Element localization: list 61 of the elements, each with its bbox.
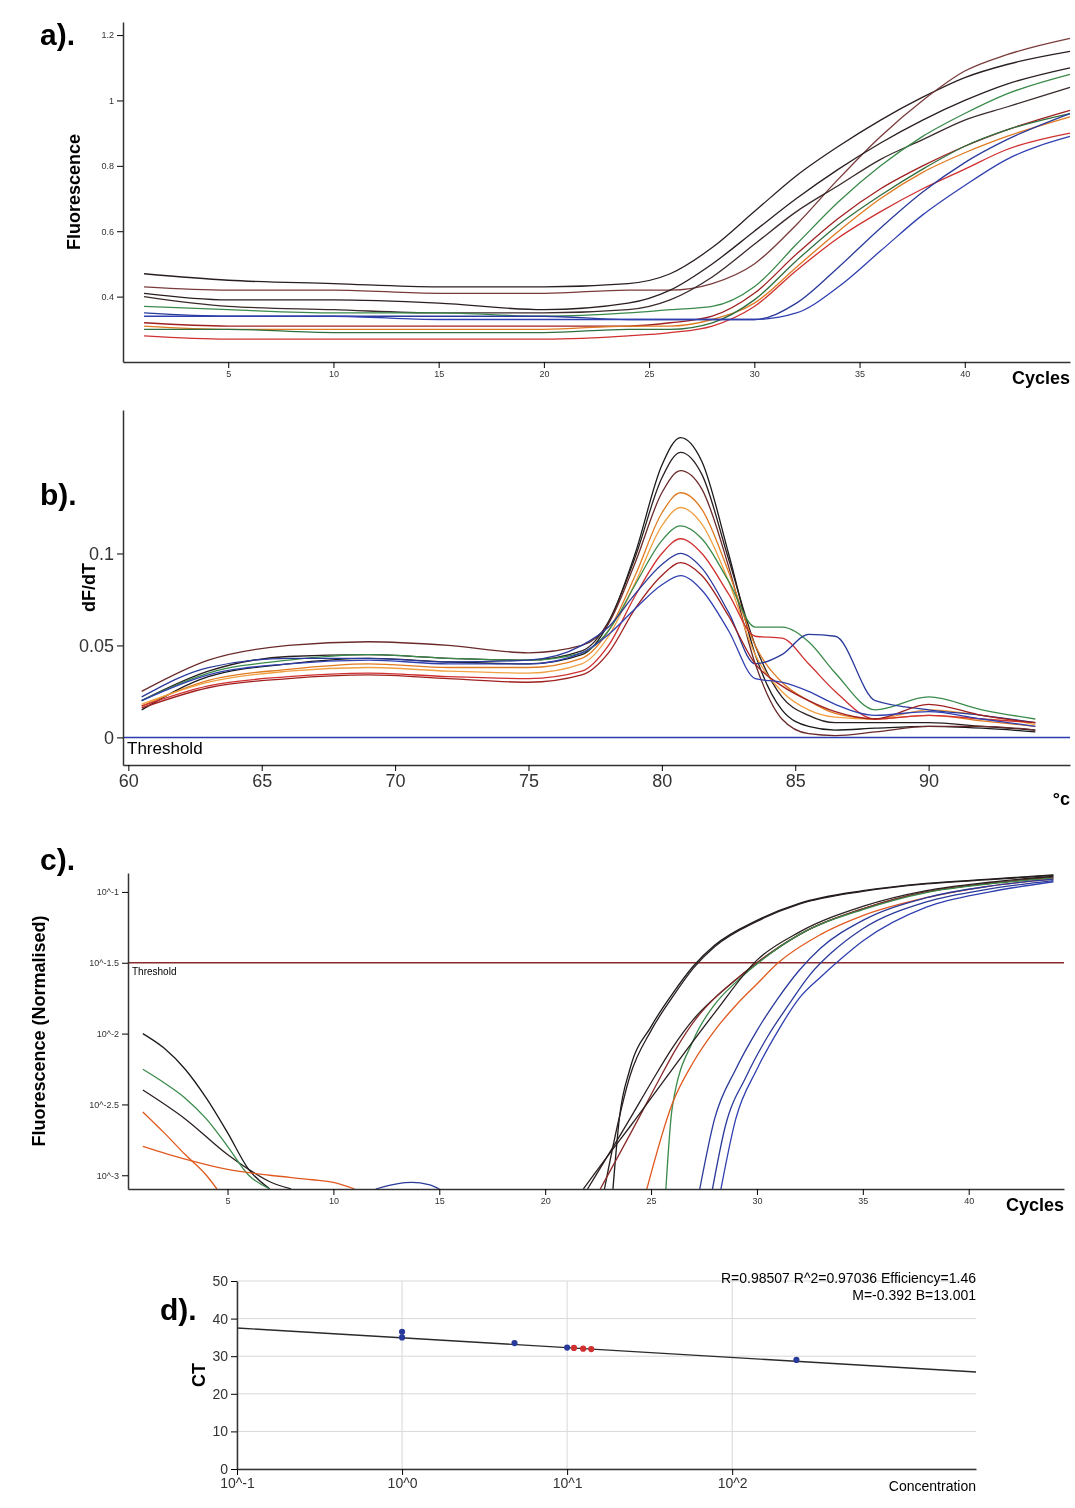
y-tick-label: 30 — [212, 1348, 229, 1365]
y-tick-label: 0 — [220, 1460, 229, 1477]
y-tick-label: 10^-1 — [96, 887, 119, 898]
x-tick-label: 25 — [644, 369, 655, 380]
x-tick-label: 20 — [540, 1196, 551, 1207]
x-tick-label: 65 — [252, 770, 273, 791]
x-tick-label: 80 — [652, 770, 673, 791]
x-tick-label: 60 — [118, 770, 139, 791]
x-axis-title: Cycles — [1011, 368, 1070, 388]
x-tick-label: 10^0 — [387, 1474, 418, 1491]
ref-line-label: Threshold — [127, 739, 203, 759]
y-tick-label: 0.6 — [101, 226, 114, 237]
x-tick-label: 20 — [539, 369, 550, 380]
y-tick-label: 0.8 — [101, 161, 114, 172]
y-tick-label: 10^-2 — [96, 1028, 119, 1039]
x-tick-label: 5 — [226, 369, 232, 380]
chart-title: a). — [40, 18, 76, 51]
x-tick-label: 25 — [646, 1196, 657, 1207]
y-axis-title: Fluorescence (Normalised) — [29, 915, 49, 1147]
y-tick-label: 0.1 — [88, 543, 114, 564]
text: b). — [40, 478, 77, 511]
y-tick-label: 1.2 — [101, 30, 114, 41]
y-tick-label: 0 — [103, 727, 114, 748]
x-tick-label: 85 — [785, 770, 806, 791]
y-tick-label: 10^-1.5 — [89, 958, 119, 969]
x-tick-label: 10 — [328, 1196, 339, 1207]
x-tick-label: 90 — [919, 770, 940, 791]
x-tick-label: 10^2 — [717, 1474, 748, 1491]
chart-title: d). — [160, 1293, 197, 1326]
x-axis-title: Cycles — [1005, 1195, 1064, 1215]
x-tick-label: 70 — [385, 770, 406, 791]
y-tick-label: 0.4 — [101, 292, 114, 302]
y-tick-label: 10 — [212, 1423, 229, 1440]
y-axis-title: dF/dT — [79, 563, 99, 612]
x-axis-title: °c — [1052, 789, 1070, 809]
y-tick-label: 10^-2.5 — [89, 1099, 119, 1110]
x-tick-label: 10^1 — [552, 1474, 583, 1491]
x-tick-label: 30 — [749, 369, 760, 380]
y-tick-label: 10^-3 — [96, 1170, 119, 1181]
x-tick-label: 5 — [225, 1196, 231, 1207]
x-tick-label: 40 — [964, 1196, 975, 1207]
chart-title: c). — [40, 843, 76, 876]
y-tick-label: 0.05 — [78, 635, 114, 656]
x-tick-label: 15 — [434, 1196, 445, 1207]
y-axis-title: CT — [189, 1363, 209, 1387]
x-tick-label: 10 — [328, 369, 339, 380]
x-tick-label: 30 — [752, 1196, 763, 1207]
x-tick-label: 35 — [855, 369, 866, 380]
y-tick-label: 1 — [108, 95, 114, 106]
x-axis-title: Concentration — [888, 1478, 976, 1494]
x-tick-label: 35 — [858, 1196, 869, 1207]
annotation: M=-0.392 B=13.001 — [852, 1287, 977, 1303]
x-tick-label: 40 — [960, 369, 971, 380]
x-tick-label: 75 — [518, 770, 539, 791]
annotation: R=0.98507 R^2=0.97036 Efficiency=1.46 — [720, 1270, 977, 1286]
y-tick-label: 50 — [212, 1272, 229, 1289]
ref-line-label: Threshold — [132, 965, 177, 977]
y-tick-label: 40 — [212, 1310, 229, 1327]
x-tick-label: 15 — [434, 369, 445, 380]
y-axis-title: Fluorescence — [64, 133, 84, 251]
y-tick-label: 20 — [212, 1385, 229, 1402]
